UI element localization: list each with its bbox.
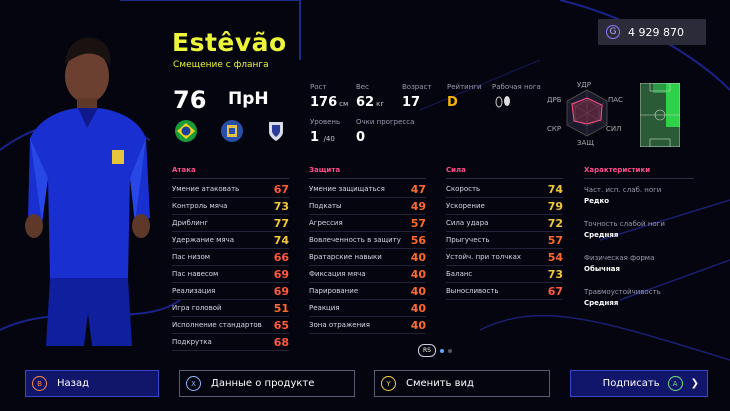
stat-row: Фиксация мяча 40	[309, 266, 426, 283]
stat-row: Умение защищаться 47	[309, 181, 426, 198]
height-label: Рост	[310, 83, 327, 91]
height-value: 176 см	[310, 95, 349, 110]
stat-row: Игра головой 51	[172, 300, 289, 317]
progress-points-label: Очки прогресса	[356, 118, 415, 126]
y-button-icon: Y	[381, 376, 396, 391]
stat-row: Парирование 40	[309, 283, 426, 300]
attack-header: Атака	[172, 166, 289, 179]
sign-button[interactable]: Подписать A ❯	[570, 370, 708, 397]
overall-rating: 76	[173, 86, 207, 114]
strong-foot-label: Рабочая нога	[492, 83, 541, 91]
stat-row: Удержание мяча 74	[172, 232, 289, 249]
page-dot	[448, 348, 452, 353]
stat-row: Подкаты 49	[309, 198, 426, 215]
stat-row: Пас низом 66	[172, 249, 289, 266]
stat-row: Реализация 69	[172, 283, 289, 300]
weak-foot-usage-value: Редко	[584, 197, 610, 205]
stat-row: Прыгучесть 57	[446, 232, 563, 249]
age-label: Возраст	[402, 83, 432, 91]
weight-label: Вес	[356, 83, 369, 91]
stat-row: Вратарские навыки 40	[309, 249, 426, 266]
injury-resistance-value: Средняя	[584, 299, 619, 307]
weak-foot-usage-label: Част. исп. слаб. ноги	[584, 186, 662, 194]
player-name: Estêvão	[172, 28, 287, 57]
age-value: 17	[402, 95, 421, 110]
skill-radar-chart	[566, 89, 608, 137]
power-header: Сила	[446, 166, 563, 179]
change-view-button[interactable]: Y Сменить вид	[374, 370, 550, 397]
product-info-button[interactable]: X Данные о продукте	[179, 370, 355, 397]
radar-label-passing: ПАС	[608, 96, 623, 104]
stat-row: Скорость 74	[446, 181, 563, 198]
stat-row: Сила удара 72	[446, 215, 563, 232]
characteristics-header: Характеристики	[584, 166, 694, 179]
weight-value: 62 кг	[356, 95, 384, 110]
form-label: Физическая форма	[584, 254, 655, 262]
stat-row: Пас навесом 69	[172, 266, 289, 283]
weak-foot-accuracy-label: Точность слабой ноги	[584, 220, 665, 228]
defense-header: Защита	[309, 166, 426, 179]
level-label: Уровень	[310, 118, 341, 126]
stat-row: Подкрутка 68	[172, 334, 289, 351]
radar-label-physical: СИЛ	[606, 125, 622, 133]
club-crest-icon	[221, 120, 243, 142]
footprint-icon	[495, 96, 510, 108]
b-button-icon: B	[32, 376, 47, 391]
stat-row: Ускорение 79	[446, 198, 563, 215]
stat-row: Вовлеченность в защиту 56	[309, 232, 426, 249]
form-value: Обычная	[584, 265, 621, 273]
stat-row: Исполнение стандартов 65	[172, 317, 289, 334]
stat-row: Реакция 40	[309, 300, 426, 317]
defense-stats: Защита Умение защищаться 47 Подкаты 49 Агр…	[309, 166, 426, 334]
change-view-button-label: Сменить вид	[406, 378, 474, 389]
stat-row: Устойч. при толчках 54	[446, 249, 563, 266]
league-logo-icon	[269, 122, 283, 141]
position-pitch-map	[640, 83, 680, 147]
player-portrait	[25, 37, 150, 346]
progress-points-value: 0	[356, 130, 366, 145]
rating-label: Рейтинги	[447, 83, 482, 91]
stat-row: Умение атаковать 67	[172, 181, 289, 198]
stat-row: Дриблинг 77	[172, 215, 289, 232]
back-button[interactable]: B Назад	[25, 370, 159, 397]
product-info-button-label: Данные о продукте	[211, 378, 315, 389]
stat-row: Агрессия 57	[309, 215, 426, 232]
currency-display: G 4 929 870	[598, 19, 706, 45]
stat-row: Зона отражения 40	[309, 317, 426, 334]
radar-label-defense: ЗАЩ	[577, 139, 594, 147]
level-value: 1 /40	[310, 130, 335, 145]
page-indicator[interactable]: RS	[418, 344, 452, 357]
chevron-right-icon: ❯	[690, 378, 699, 389]
stat-row: Выносливость 67	[446, 283, 563, 300]
rating-grade: D	[447, 95, 458, 110]
back-button-label: Назад	[57, 378, 90, 389]
currency-value: 4 929 870	[628, 25, 684, 39]
player-playstyle: Смещение с фланга	[173, 60, 269, 70]
radar-label-dribbling: ДРБ	[547, 96, 562, 104]
weak-foot-accuracy-value: Средняя	[584, 231, 619, 239]
injury-resistance-label: Травмоустойчивость	[584, 288, 661, 296]
x-button-icon: X	[186, 376, 201, 391]
position-code: ПрН	[228, 89, 269, 109]
power-stats: Сила Скорость 74 Ускорение 79 Сила удара 72…	[446, 166, 563, 300]
gp-coin-icon: G	[606, 25, 620, 39]
attack-stats: Атака Умение атаковать 67 Контроль мяча 73…	[172, 166, 289, 351]
characteristics-panel: Характеристики Част. исп. слаб. ноги Ред…	[584, 166, 694, 307]
page-dot-active	[440, 348, 444, 353]
nationality-flag-icon	[175, 120, 197, 142]
radar-label-shooting: УДР	[577, 81, 591, 89]
sign-button-label: Подписать	[602, 378, 660, 389]
stat-row: Контроль мяча 73	[172, 198, 289, 215]
rs-stick-icon: RS	[418, 344, 436, 357]
a-button-icon: A	[667, 376, 683, 391]
stat-row: Баланс 73	[446, 266, 563, 283]
radar-label-pace: СКР	[547, 125, 562, 133]
